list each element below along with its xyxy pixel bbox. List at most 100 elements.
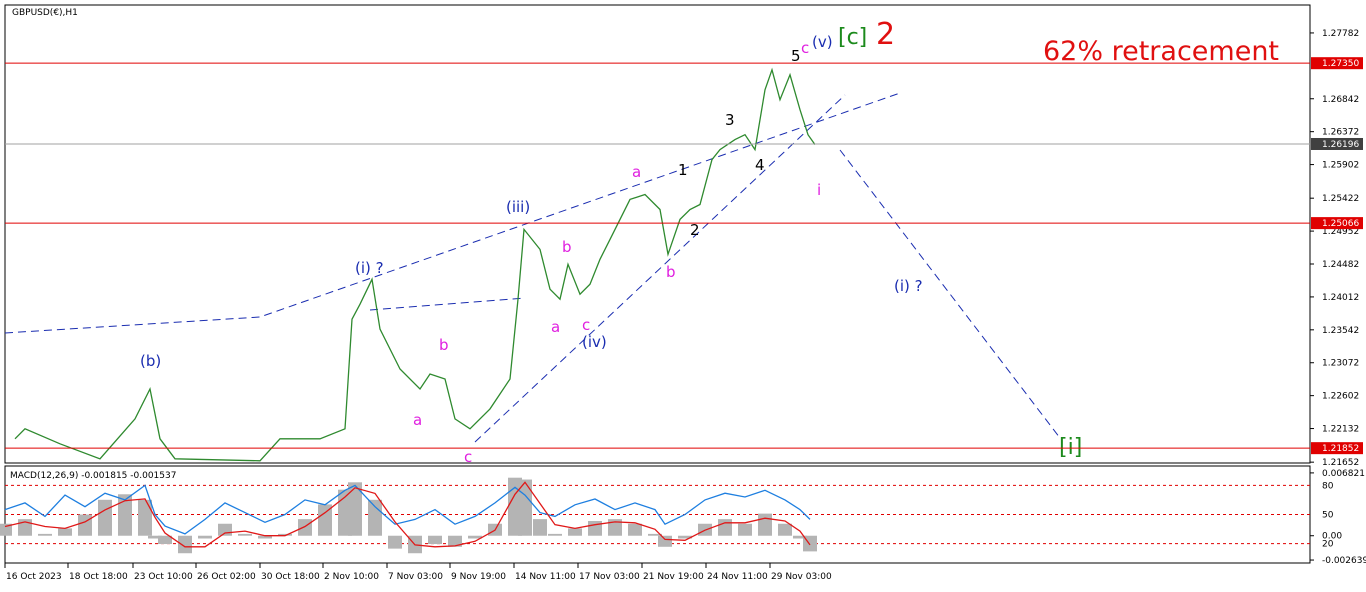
wave-labels: (b) (i) ? (iii) (iv) (v) c 5 [c] 2 62% r… bbox=[140, 17, 1279, 466]
symbol-title: GBPUSD(€),H1 bbox=[12, 8, 78, 18]
macd-bar bbox=[778, 523, 792, 536]
wave-label: (i) ? bbox=[355, 259, 384, 277]
macd-bar bbox=[0, 523, 12, 536]
macd-bar bbox=[218, 523, 232, 536]
macd-bar bbox=[58, 528, 72, 536]
wave-label: 4 bbox=[755, 156, 765, 174]
signal-line bbox=[4, 481, 811, 548]
y2-tick-label: 20 bbox=[1322, 540, 1334, 550]
y-tick-label: 1.22602 bbox=[1322, 392, 1359, 402]
channel-line bbox=[369, 297, 526, 311]
macd-bar bbox=[568, 528, 582, 536]
macd-bar bbox=[428, 535, 442, 545]
y-tick-label: 1.25422 bbox=[1322, 194, 1359, 204]
macd-bar bbox=[388, 535, 402, 549]
y-tick-label: 1.27782 bbox=[1322, 29, 1359, 39]
x-tick-label: 21 Nov 19:00 bbox=[643, 572, 704, 582]
wave-label: [i] bbox=[1059, 435, 1082, 460]
macd-frame bbox=[4, 465, 1311, 564]
main-frame bbox=[4, 4, 1311, 464]
macd-bar bbox=[793, 535, 807, 539]
wave-label: (iii) bbox=[506, 198, 530, 216]
macd-bar bbox=[98, 499, 112, 536]
wave-label: 2 bbox=[876, 17, 895, 52]
x-tick-label: 24 Nov 11:00 bbox=[707, 572, 768, 582]
macd-bar bbox=[198, 535, 212, 539]
macd-bar bbox=[738, 523, 752, 536]
y-tick-label: 1.23072 bbox=[1322, 359, 1359, 369]
wave-label: b bbox=[562, 238, 572, 256]
macd-bar bbox=[348, 482, 362, 536]
macd-bar bbox=[628, 523, 642, 536]
macd-bar bbox=[518, 479, 532, 536]
macd-bar bbox=[468, 535, 482, 539]
wave-label: (b) bbox=[140, 352, 161, 370]
macd-bar bbox=[608, 519, 622, 536]
x-tick-label: 23 Oct 10:00 bbox=[134, 572, 193, 582]
y2-tick-label: 80 bbox=[1322, 481, 1334, 491]
y-tick-label: 1.24952 bbox=[1322, 227, 1359, 237]
y-tick-label: -0.002639 bbox=[1322, 556, 1366, 566]
wave-label: 3 bbox=[725, 111, 735, 129]
level-tag bbox=[1311, 217, 1363, 230]
macd-bar bbox=[718, 519, 732, 536]
macd-bar bbox=[298, 519, 312, 536]
wave-label: 5 bbox=[791, 47, 801, 65]
level-label: 1.25066 bbox=[1322, 219, 1359, 229]
wave-label: a bbox=[413, 411, 422, 429]
y-tick-label: 1.24482 bbox=[1322, 260, 1359, 270]
macd-bar bbox=[648, 533, 662, 536]
y2-tick-label: 50 bbox=[1322, 511, 1334, 521]
oscillator-line bbox=[4, 484, 811, 535]
wave-label: (iv) bbox=[582, 333, 607, 351]
wave-label: 2 bbox=[690, 221, 700, 239]
macd-bar bbox=[758, 513, 772, 536]
wave-label: b bbox=[666, 263, 676, 281]
macd-bar bbox=[138, 499, 152, 536]
macd-bar bbox=[258, 535, 272, 539]
macd-bar bbox=[368, 499, 382, 536]
wave-label: c bbox=[582, 316, 590, 334]
price-line bbox=[14, 67, 816, 462]
macd-bar bbox=[38, 533, 52, 536]
main-plot bbox=[5, 67, 1061, 462]
y-tick-label: 1.24012 bbox=[1322, 293, 1359, 303]
current-price-tag bbox=[1311, 137, 1363, 150]
x-tick-label: 7 Nov 03:00 bbox=[388, 572, 443, 582]
wave-label: i bbox=[817, 181, 821, 199]
macd-bar bbox=[588, 520, 602, 536]
macd-bar bbox=[178, 535, 192, 554]
y-tick-label: 1.26842 bbox=[1322, 95, 1359, 105]
macd-title: MACD(12,26,9) -0.001815 -0.001537 bbox=[10, 471, 176, 481]
y-tick-label: 1.25902 bbox=[1322, 161, 1359, 171]
macd-bar bbox=[548, 533, 562, 536]
x-tick-label: 16 Oct 2023 bbox=[6, 572, 62, 582]
wave-label: (v) bbox=[812, 33, 833, 51]
y-tick-label: 0.00 bbox=[1322, 532, 1342, 542]
macd-bar bbox=[238, 533, 252, 536]
channel-line bbox=[5, 92, 901, 334]
x-tick-label: 18 Oct 18:00 bbox=[69, 572, 128, 582]
level-tag bbox=[1311, 442, 1363, 455]
x-tick-label: 14 Nov 11:00 bbox=[515, 572, 576, 582]
macd-bar bbox=[448, 535, 462, 547]
macd-bar bbox=[118, 494, 132, 536]
macd-bar bbox=[678, 535, 692, 539]
wave-label: 1 bbox=[678, 161, 688, 179]
x-tick-label: 26 Oct 02:00 bbox=[197, 572, 256, 582]
y-tick-label: 1.22132 bbox=[1322, 425, 1359, 435]
macd-bar bbox=[78, 514, 92, 536]
level-label: 1.21852 bbox=[1322, 444, 1359, 454]
current-price-label: 1.26196 bbox=[1322, 140, 1359, 150]
x-tick-label: 9 Nov 19:00 bbox=[451, 572, 506, 582]
y-tick-label: 1.26372 bbox=[1322, 128, 1359, 138]
channel-line bbox=[474, 94, 846, 443]
y-tick-label: 0.006821 bbox=[1322, 469, 1365, 479]
macd-bar bbox=[658, 535, 672, 547]
x-tick-label: 29 Nov 03:00 bbox=[771, 572, 832, 582]
wave-label: a bbox=[632, 163, 641, 181]
macd-bar bbox=[318, 504, 332, 536]
wave-label: [c] bbox=[838, 25, 867, 50]
macd-bar bbox=[278, 533, 292, 536]
